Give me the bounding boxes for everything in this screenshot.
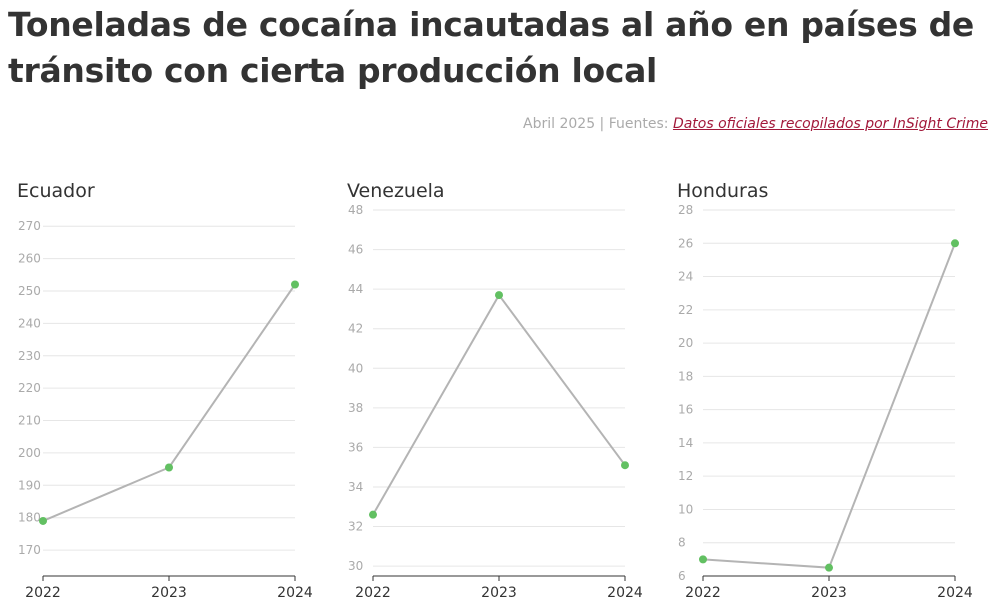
y-tick-label: 16: [678, 403, 693, 417]
y-tick-label: 32: [348, 520, 363, 534]
y-tick-label: 26: [678, 236, 693, 250]
y-tick-label: 20: [678, 336, 693, 350]
data-point[interactable]: [165, 463, 173, 472]
y-tick-label: 170: [18, 543, 41, 557]
y-tick-label: 220: [18, 381, 41, 395]
x-tick-label: 2022: [25, 585, 61, 601]
y-tick-label: 18: [678, 369, 693, 383]
data-point[interactable]: [699, 555, 707, 564]
y-tick-label: 14: [678, 436, 693, 450]
panel-title-venezuela: Venezuela: [347, 180, 445, 202]
chart-venezuela: Venezuela 30 32 34 36 38 40 42 44 46 48 2022 2023 202…: [347, 180, 643, 601]
page-title: Toneladas de cocaína incautadas al año e…: [8, 5, 974, 90]
series-line-honduras: [702, 242, 956, 569]
date-and-sources-label: Abril 2025 | Fuentes:: [523, 116, 673, 132]
y-tick-label: 40: [348, 361, 363, 375]
y-tick-label: 24: [678, 270, 693, 284]
y-tick-label: 22: [678, 303, 693, 317]
y-tick-label: 48: [348, 203, 363, 217]
y-tick-label: 36: [348, 440, 363, 454]
y-tick-label: 180: [18, 511, 41, 525]
y-tick-label: 10: [678, 502, 693, 516]
x-tick-label: 2024: [607, 585, 643, 601]
data-point[interactable]: [621, 461, 629, 470]
y-tick-label: 200: [18, 446, 41, 460]
source-line: Abril 2025 | Fuentes: Datos oficiales re…: [523, 116, 988, 132]
y-tick-label: 6: [678, 569, 686, 583]
y-tick-label: 250: [18, 284, 41, 298]
y-tick-label: 28: [678, 203, 693, 217]
y-tick-label: 270: [18, 219, 41, 233]
y-tick-label: 34: [348, 480, 363, 494]
x-tick-label: 2022: [355, 585, 391, 601]
y-tick-label: 46: [348, 243, 363, 257]
x-tick-label: 2022: [685, 585, 721, 601]
y-tick-label: 12: [678, 469, 693, 483]
y-tick-label: 42: [348, 322, 363, 336]
source-link[interactable]: Datos oficiales recopilados por InSight …: [672, 116, 988, 132]
data-point[interactable]: [495, 291, 503, 300]
x-tick-label: 2024: [937, 585, 973, 601]
y-tick-label: 230: [18, 349, 41, 363]
data-point[interactable]: [369, 510, 377, 519]
data-point[interactable]: [825, 563, 833, 572]
y-tick-label: 190: [18, 478, 41, 492]
x-tick-label: 2023: [151, 585, 187, 601]
y-tick-label: 38: [348, 401, 363, 415]
panel-title-ecuador: Ecuador: [17, 180, 95, 202]
y-tick-label: 44: [348, 282, 363, 296]
series-line-venezuela: [372, 293, 626, 516]
x-tick-label: 2023: [481, 585, 517, 601]
x-tick-label: 2023: [811, 585, 847, 601]
y-tick-label: 8: [678, 536, 686, 550]
panel-title-honduras: Honduras: [677, 180, 768, 202]
data-point[interactable]: [951, 239, 959, 248]
x-tick-label: 2024: [277, 585, 313, 601]
data-point[interactable]: [291, 280, 299, 289]
chart-ecuador: Ecuador 170 180 190 200 210 220 230 240 250 260 270…: [17, 180, 313, 601]
y-tick-label: 260: [18, 252, 41, 266]
data-point[interactable]: [39, 516, 47, 525]
y-tick-label: 30: [348, 559, 363, 573]
y-tick-label: 210: [18, 414, 41, 428]
y-tick-label: 240: [18, 316, 41, 330]
